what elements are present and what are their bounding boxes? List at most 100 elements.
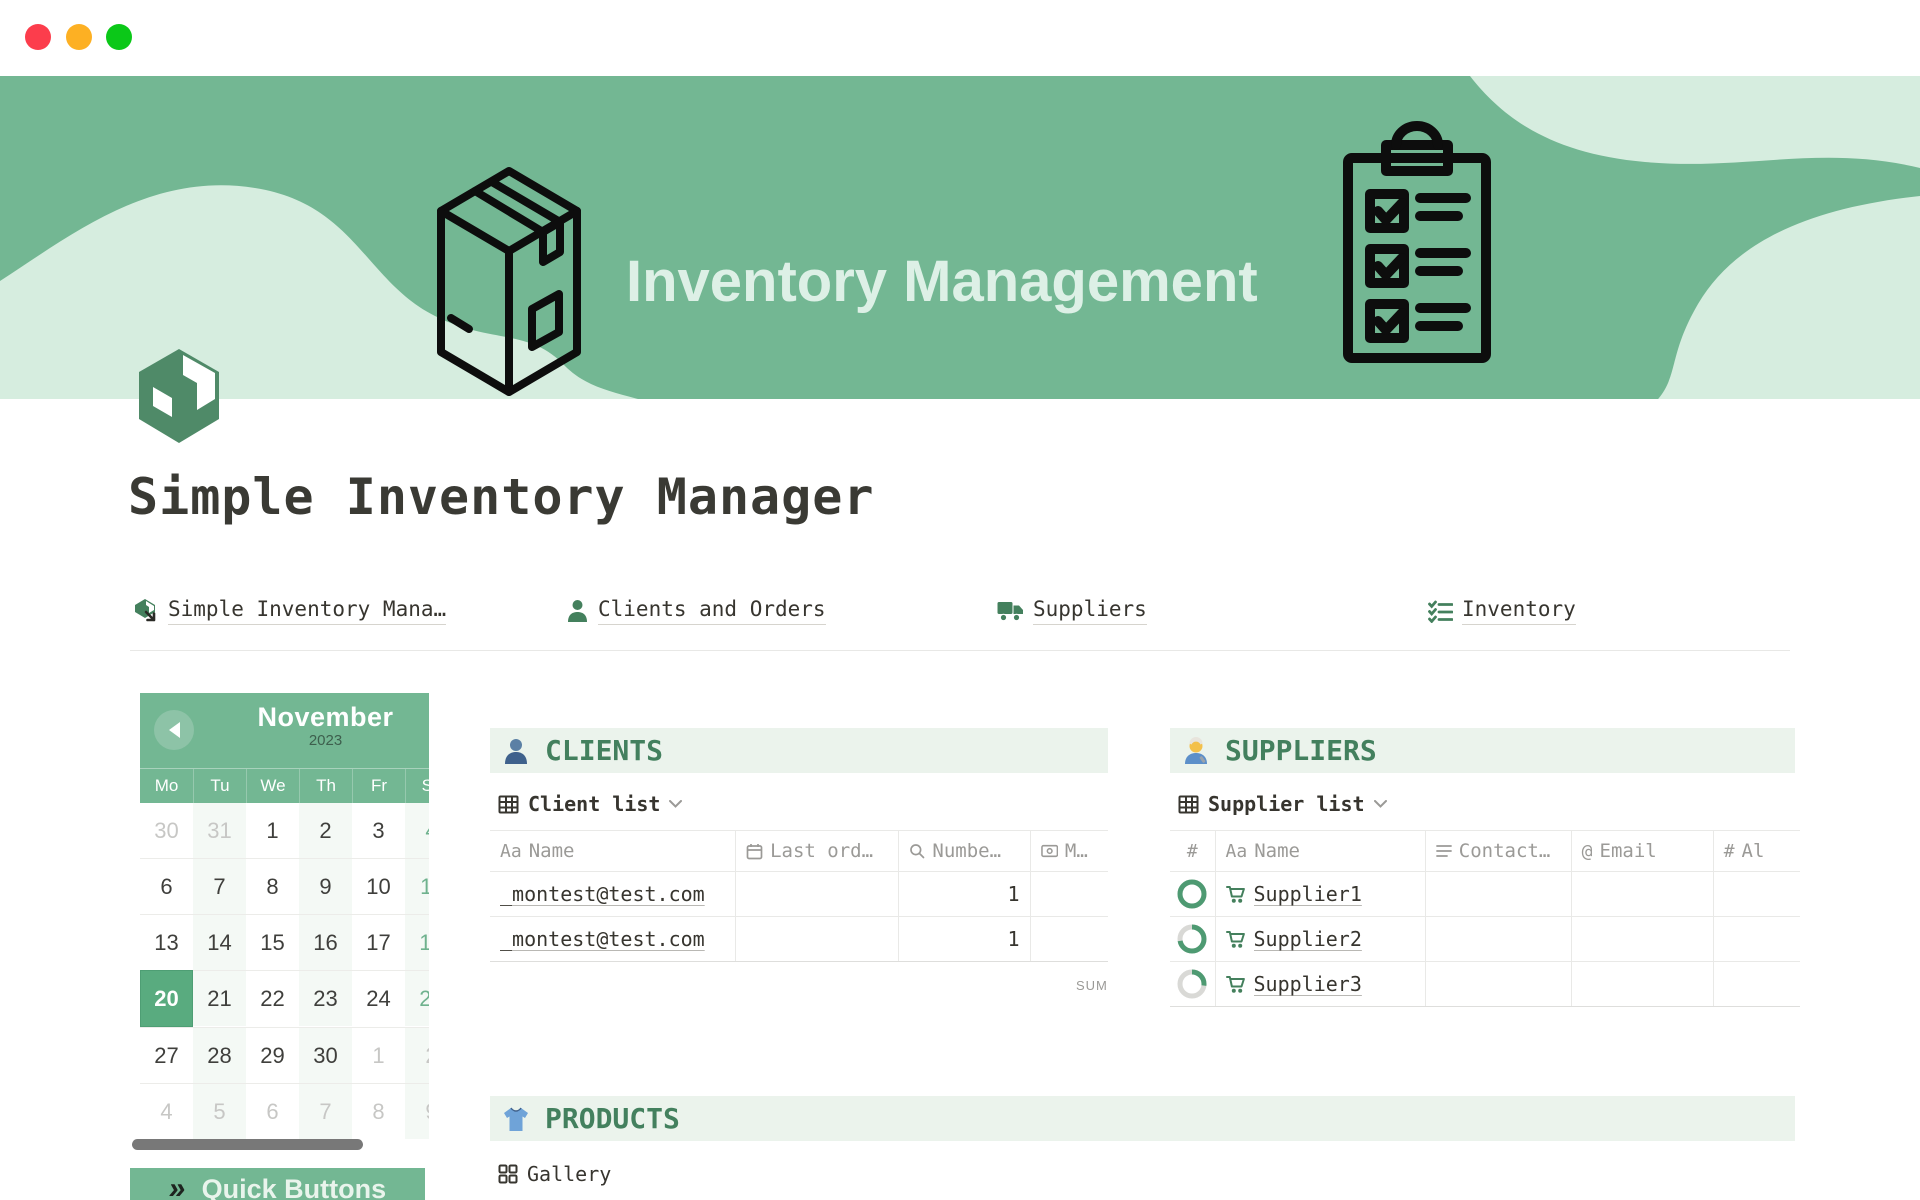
supplier-alias-cell[interactable] [1712,917,1800,961]
column-header-name[interactable]: Aa Name [1214,831,1425,871]
calendar-day[interactable]: 5 [193,1083,246,1139]
supplier-list-view-tab[interactable]: Supplier list [1178,788,1387,820]
supplier-alias-cell[interactable] [1712,962,1800,1006]
page-icon-green-box[interactable] [131,349,227,443]
calendar-day[interactable]: 30 [299,1027,352,1083]
calendar-day[interactable]: 29 [246,1027,299,1083]
calendar-day[interactable]: 7 [193,858,246,914]
calendar-day[interactable]: 13 [140,914,193,970]
calendar-day[interactable]: 25 [405,970,429,1026]
content-divider [130,650,1790,651]
sum-label[interactable]: SUM [1076,978,1108,993]
supplier-email-cell[interactable] [1570,917,1713,961]
supplier-row[interactable]: Supplier2 [1170,917,1800,962]
calendar-day[interactable]: 4 [405,803,429,858]
supplier-row[interactable]: Supplier3 [1170,962,1800,1007]
calendar-day[interactable]: 28 [193,1027,246,1083]
horizontal-scrollbar[interactable] [132,1139,363,1150]
calendar-day[interactable]: 18 [405,914,429,970]
supplier-contact-cell[interactable] [1424,872,1571,916]
package-box-icon [437,167,581,396]
calendar-day-selected[interactable]: 20 [140,970,193,1027]
calendar-day[interactable]: 8 [246,858,299,914]
column-header-name[interactable]: Aa Name [500,840,575,862]
client-row[interactable]: _montest@test.com 1 [490,872,1108,917]
client-row[interactable]: _montest@test.com 1 [490,917,1108,962]
column-header-email[interactable]: @ Email [1570,831,1713,871]
calendar-day[interactable]: 8 [352,1083,405,1139]
calendar-day[interactable]: 22 [246,970,299,1026]
client-name[interactable]: _montest@test.com [500,882,705,906]
client-number-cell[interactable]: 1 [898,872,1029,916]
quick-buttons-header[interactable]: » Quick Buttons [130,1168,425,1200]
supplier-contact-cell[interactable] [1424,917,1571,961]
calendar-day[interactable]: 11 [405,858,429,914]
calendar-day[interactable]: 10 [352,858,405,914]
calendar-day[interactable]: 31 [193,803,246,858]
chevron-down-icon [669,800,683,808]
calendar-day[interactable]: 6 [246,1083,299,1139]
calendar-day[interactable]: 3 [372,817,385,843]
calendar-day[interactable]: 16 [299,914,352,970]
calendar-day[interactable]: 9 [405,1083,429,1139]
close-window-button[interactable] [25,24,51,50]
nav-link-label: Inventory [1462,597,1576,625]
mechanic-emoji [1185,736,1207,764]
nav-link-suppliers[interactable]: Suppliers [997,596,1147,626]
supplier-contact-cell[interactable] [1424,962,1571,1006]
column-header-number[interactable]: Numbe… [898,831,1029,871]
supplier-name[interactable]: Supplier1 [1253,882,1362,906]
quick-buttons-label: Quick Buttons [201,1174,387,1200]
nav-link-clients-and-orders[interactable]: Clients and Orders [566,596,826,626]
supplier-name[interactable]: Supplier3 [1253,972,1362,996]
supplier-email-cell[interactable] [1570,962,1713,1006]
column-header-progress[interactable]: # [1170,831,1215,871]
nav-link-inventory[interactable]: Inventory [1428,596,1576,626]
calendar-day[interactable]: 6 [140,858,193,914]
calendar-day[interactable]: 27 [140,1027,193,1083]
client-list-view-tab[interactable]: Client list [498,788,683,820]
minimize-window-button[interactable] [66,24,92,50]
shopping-cart-icon [1225,930,1245,948]
calendar-day[interactable]: 2 [299,803,352,858]
column-header-money[interactable]: Mon [1029,831,1108,871]
column-header-last-order[interactable]: Last ord… [735,831,898,871]
supplier-alias-cell[interactable] [1712,872,1800,916]
calendar-day[interactable]: 1 [352,1027,405,1083]
calendar-day[interactable]: 23 [299,970,352,1026]
nav-link-simple-inventory-manager[interactable]: Simple Inventory Mana… [133,596,447,626]
client-last-order-cell[interactable] [735,872,898,916]
calendar-day[interactable]: 30 [154,817,179,843]
suppliers-section-title: SUPPLIERS [1225,734,1377,767]
calendar-prev-month-button[interactable] [154,710,194,750]
client-last-order-cell[interactable] [735,917,898,961]
clients-table: Aa Name Last ord… Numbe… [490,830,1108,962]
client-number-cell[interactable]: 1 [898,917,1029,961]
supplier-email-cell[interactable] [1570,872,1713,916]
gallery-view-tab[interactable]: Gallery [498,1158,611,1190]
supplier-row[interactable]: Supplier1 [1170,872,1800,917]
client-name[interactable]: _montest@test.com [500,927,705,951]
view-name: Supplier list [1208,792,1365,816]
calendar-day[interactable]: 24 [352,970,405,1026]
view-name: Client list [528,792,661,816]
page-title[interactable]: Simple Inventory Manager [128,468,875,526]
column-header-contact[interactable]: Contact… [1424,831,1571,871]
text-property-icon: Aa [1225,840,1248,862]
calendar-day[interactable]: 1 [266,817,279,843]
client-money-cell[interactable] [1029,917,1108,961]
calendar-day[interactable]: 4 [140,1083,193,1139]
calendar-day[interactable]: 21 [193,970,246,1026]
cover-banner[interactable]: Inventory Management [0,76,1920,399]
calendar-day[interactable]: 17 [352,914,405,970]
calendar-day[interactable]: 7 [299,1083,352,1139]
zoom-window-button[interactable] [106,24,132,50]
calendar-day[interactable]: 9 [299,858,352,914]
supplier-name[interactable]: Supplier2 [1253,927,1362,951]
column-header-alias[interactable]: # Al [1712,831,1800,871]
calendar-day[interactable]: 15 [246,914,299,970]
client-money-cell[interactable] [1029,872,1108,916]
calendar-day[interactable]: 14 [193,914,246,970]
calendar-grid: 30 31 1 2 3 4 6 7 8 9 10 11 13 14 15 16 … [140,803,429,1139]
calendar-day[interactable]: 2 [405,1027,429,1083]
